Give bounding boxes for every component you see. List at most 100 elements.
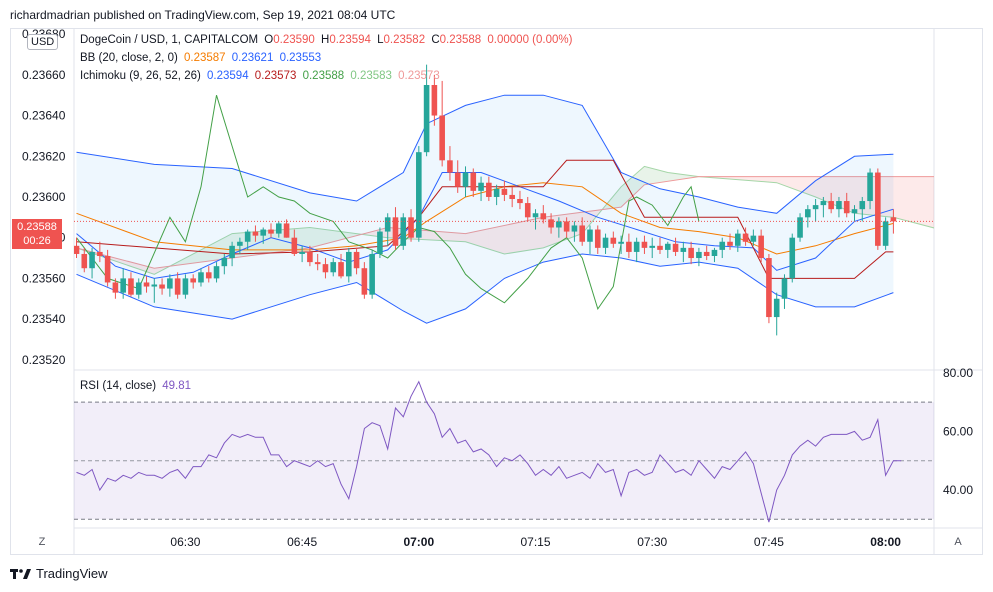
ichimoku-cloud-segment: [271, 229, 279, 253]
ichimoku-cloud-segment: [208, 241, 217, 262]
price-tick-label: 0.23620: [22, 149, 66, 163]
ichimoku-spanB-value: 0.23573: [398, 70, 440, 82]
candle-body: [89, 251, 95, 269]
ichimoku-cloud-segment: [177, 258, 186, 266]
candle-body: [688, 247, 694, 259]
ichimoku-cloud-segment: [652, 168, 660, 184]
ichimoku-legend[interactable]: Ichimoku (9, 26, 52, 26) 0.23594 0.23573…: [80, 70, 443, 82]
candle-body: [353, 251, 360, 269]
ohlc-open: O0.23590: [264, 34, 315, 46]
candle-body: [828, 201, 834, 210]
ichimoku-cloud-segment: [333, 230, 342, 242]
ichimoku-cloud-segment: [115, 258, 124, 264]
ichimoku-cloud-segment: [613, 186, 622, 209]
rsi-legend[interactable]: RSI (14, close) 49.81: [80, 380, 194, 392]
bb-upper-value: 0.23621: [231, 52, 274, 64]
ichimoku-cloud-segment: [768, 176, 777, 183]
candle-body: [159, 284, 165, 289]
ichimoku-cloud-segment: [644, 166, 653, 185]
ichimoku-cloud-segment: [831, 176, 839, 207]
time-tick-label: 06:45: [287, 535, 317, 549]
candle-body: [384, 217, 391, 232]
ichimoku-cloud-segment: [465, 231, 474, 245]
ichimoku-cloud-segment: [302, 227, 310, 249]
ichimoku-cloud-segment: [621, 180, 629, 208]
candle-body: [571, 225, 578, 232]
symbol-name: DogeCoin / USD, 1, CAPITALCOM: [80, 34, 259, 46]
currency-button[interactable]: USD: [27, 34, 59, 50]
ichimoku-cloud-segment: [784, 176, 793, 189]
candle-body: [672, 243, 679, 252]
candle-body: [805, 209, 811, 218]
candle-body: [346, 251, 352, 277]
candle-body: [719, 241, 726, 250]
tradingview-logo-icon: [10, 568, 31, 579]
ichimoku-spanA-line: [76, 165, 934, 275]
candle-body: [797, 217, 803, 238]
candle-body: [478, 182, 484, 191]
bb-band-fill: [76, 95, 894, 324]
candle-body: [423, 85, 430, 153]
candle-body: [836, 201, 842, 210]
candle-body: [135, 282, 142, 295]
candle-body: [509, 194, 515, 199]
candle-body: [781, 278, 788, 299]
tradingview-logo[interactable]: TradingView: [10, 566, 108, 581]
candle-body: [711, 249, 718, 256]
ichimoku-cloud-segment: [815, 176, 824, 201]
ichimoku-lagging-value: 0.23588: [302, 70, 345, 82]
rsi-line: [76, 380, 902, 523]
price-tick-label: 0.23640: [22, 109, 66, 123]
ichimoku-cloud-segment: [745, 176, 754, 181]
candle-body: [851, 209, 858, 214]
candle-body: [703, 251, 710, 256]
ohlc-change: 0.00000 (0.00%): [487, 34, 573, 46]
candle-body: [486, 182, 492, 197]
candle-body: [120, 278, 126, 293]
ichimoku-cloud-segment: [488, 227, 497, 252]
auto-scale-button[interactable]: A: [954, 536, 962, 548]
ichimoku-cloud-segment: [901, 176, 909, 222]
candle-body: [859, 201, 866, 210]
price-tick-label: 0.23520: [22, 353, 66, 367]
candle-body: [81, 253, 88, 269]
candle-body: [112, 282, 119, 293]
time-tick-label: 07:30: [637, 535, 667, 549]
time-tick-label: 07:00: [403, 535, 434, 549]
price-plot: [74, 64, 934, 336]
candle-body: [843, 201, 850, 214]
ichimoku-cloud-segment: [309, 227, 318, 248]
candle-body: [174, 278, 181, 295]
candle-body: [618, 241, 624, 244]
time-tick-label: 07:45: [754, 535, 784, 549]
candle-body: [205, 272, 212, 279]
bb-upper-line: [76, 94, 894, 214]
bb-legend[interactable]: BB (20, close, 2, 0) 0.23587 0.23621 0.2…: [80, 52, 324, 64]
symbol-legend[interactable]: DogeCoin / USD, 1, CAPITALCOM O0.23590 H…: [80, 34, 575, 46]
candle-body: [875, 172, 881, 246]
candle-body: [307, 251, 313, 263]
ichimoku-cloud-segment: [535, 217, 544, 250]
ichimoku-cloud-segment: [519, 220, 528, 252]
ichimoku-cloud-segment: [496, 225, 505, 254]
ichimoku-cloud-segment: [660, 170, 668, 183]
zoom-reset-button[interactable]: Z: [38, 536, 46, 548]
ichimoku-cloud-segment: [566, 213, 575, 240]
candle-body: [766, 258, 772, 318]
candle-body: [649, 245, 656, 248]
candle-body: [229, 245, 235, 259]
candle-body: [431, 85, 438, 116]
candle-body: [664, 243, 671, 250]
candle-body: [361, 268, 368, 295]
candle-body: [812, 205, 819, 210]
candle-body: [268, 229, 274, 234]
candle-body: [696, 251, 702, 259]
ichimoku-cloud-segment: [426, 230, 435, 241]
ichimoku-cloud-segment: [481, 228, 489, 250]
candle-body: [182, 278, 189, 295]
candle-body: [540, 213, 547, 220]
ichimoku-cloud-segment: [154, 267, 163, 275]
ichimoku-cloud-segment: [893, 176, 902, 220]
candle-body: [128, 278, 134, 295]
